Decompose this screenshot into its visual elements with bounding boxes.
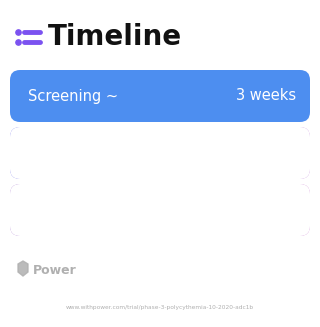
FancyBboxPatch shape xyxy=(10,184,310,236)
FancyBboxPatch shape xyxy=(10,70,310,122)
Text: Timeline: Timeline xyxy=(48,23,182,51)
FancyBboxPatch shape xyxy=(10,127,310,179)
Text: Follow ups ~  24 weeks of treatment: Follow ups ~ 24 weeks of treatment xyxy=(28,202,297,217)
Text: Power: Power xyxy=(33,264,77,277)
Text: Screening ~: Screening ~ xyxy=(28,89,118,104)
Polygon shape xyxy=(18,261,28,276)
Text: www.withpower.com/trial/phase-3-polycythemia-10-2020-adc1b: www.withpower.com/trial/phase-3-polycyth… xyxy=(66,304,254,309)
Text: Varies: Varies xyxy=(251,146,296,161)
Text: 3 weeks: 3 weeks xyxy=(236,89,296,104)
Text: Treatment ~: Treatment ~ xyxy=(28,146,120,161)
